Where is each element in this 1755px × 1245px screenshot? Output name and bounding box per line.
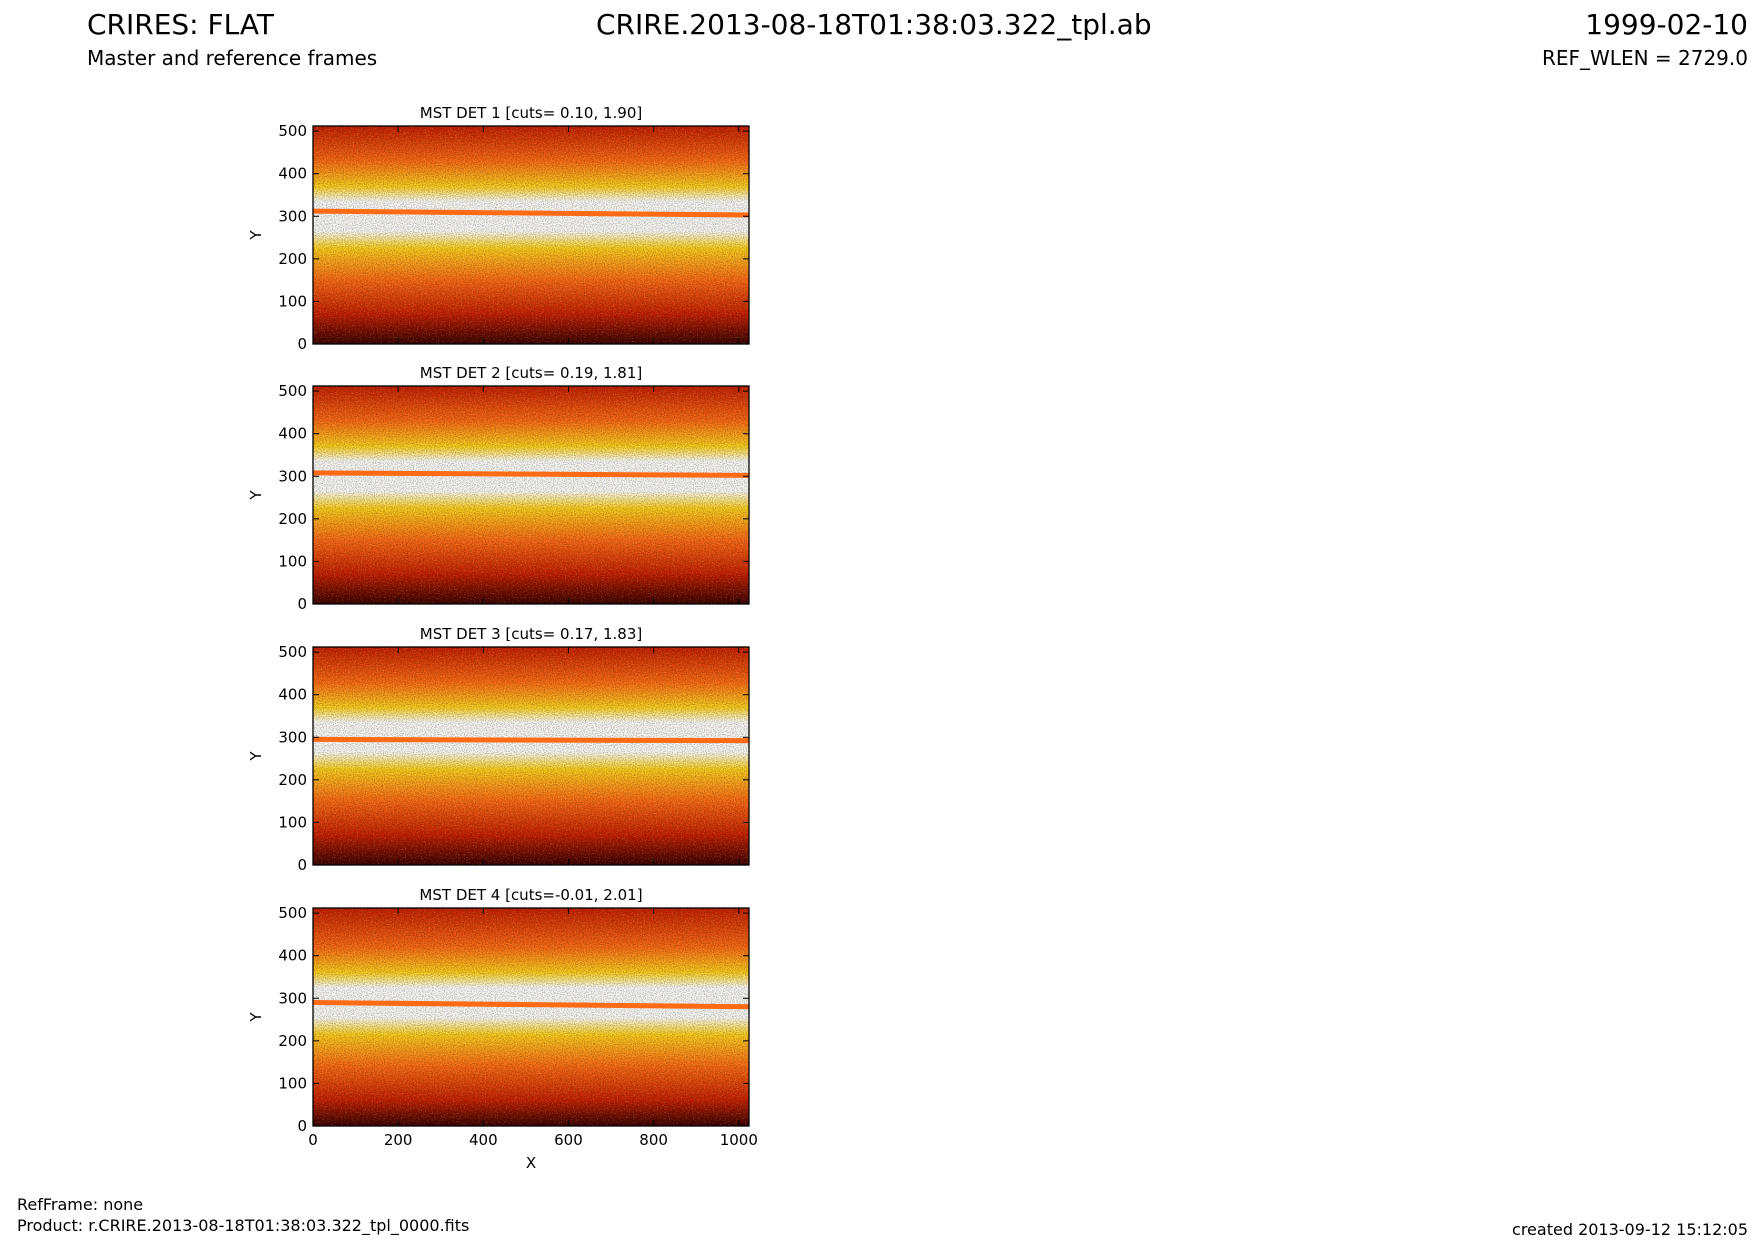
y-tick-label: 500 xyxy=(278,643,307,661)
order-trace-line xyxy=(313,1000,749,1010)
plot-frame xyxy=(312,125,750,345)
plot-frame xyxy=(312,385,750,605)
x-tick-label: 800 xyxy=(639,1131,668,1149)
y-tick-label: 100 xyxy=(278,1074,307,1092)
heatmap-image xyxy=(313,647,749,865)
x-tick-label: 0 xyxy=(308,1131,318,1149)
plot-detector-3: MST DET 3 [cuts= 0.17, 1.83] 0 100 200 300 40… xyxy=(247,625,750,874)
plot-frame xyxy=(312,907,750,1127)
order-trace-line xyxy=(313,470,749,478)
x-tick-label: 1000 xyxy=(720,1131,758,1149)
footer-created: created 2013-09-12 15:12:05 xyxy=(1512,1220,1748,1239)
y-tick-label: 300 xyxy=(278,728,307,746)
y-tick-label: 200 xyxy=(278,1032,307,1050)
y-tick-label: 500 xyxy=(278,382,307,400)
plot-detector-1: MST DET 1 [cuts= 0.10, 1.90] 0 100 200 300 40… xyxy=(247,104,750,353)
report-title: CRIRES: FLAT xyxy=(87,8,274,41)
y-tick-label: 0 xyxy=(297,335,307,353)
y-tick-label: 0 xyxy=(297,856,307,874)
x-tick-label: 400 xyxy=(469,1131,498,1149)
y-tick-label: 500 xyxy=(278,122,307,140)
plot-title: MST DET 4 [cuts=-0.01, 2.01] xyxy=(419,886,642,904)
footer-product: Product: r.CRIRE.2013-08-18T01:38:03.322… xyxy=(17,1216,470,1235)
file-title: CRIRE.2013-08-18T01:38:03.322_tpl.ab xyxy=(596,8,1152,41)
y-tick-label: 100 xyxy=(278,292,307,310)
y-tick-label: 400 xyxy=(278,425,307,443)
plot-title: MST DET 1 [cuts= 0.10, 1.90] xyxy=(420,104,643,122)
order-trace-line xyxy=(313,208,749,218)
y-tick-label: 300 xyxy=(278,989,307,1007)
y-tick-label: 500 xyxy=(278,904,307,922)
y-tick-label: 400 xyxy=(278,686,307,704)
y-tick-label: 0 xyxy=(297,595,307,613)
plot-frame xyxy=(312,646,750,866)
heatmap-image xyxy=(313,908,749,1126)
plot-detector-4: MST DET 4 [cuts=-0.01, 2.01] 0 100 200 300 40… xyxy=(247,886,758,1172)
x-tick-label: 200 xyxy=(384,1131,413,1149)
y-tick-label: 400 xyxy=(278,165,307,183)
footer-refframe: RefFrame: none xyxy=(17,1195,144,1214)
y-axis-label: Y xyxy=(247,1012,265,1023)
y-tick-label: 300 xyxy=(278,467,307,485)
y-tick-label: 0 xyxy=(297,1117,307,1135)
y-tick-label: 300 xyxy=(278,207,307,225)
y-tick-label: 200 xyxy=(278,510,307,528)
plot-title: MST DET 3 [cuts= 0.17, 1.83] xyxy=(420,625,643,643)
y-axis-label: Y xyxy=(247,230,265,241)
plot-title: MST DET 2 [cuts= 0.19, 1.81] xyxy=(420,364,643,382)
report-date: 1999-02-10 xyxy=(1585,8,1748,41)
y-tick-label: 100 xyxy=(278,813,307,831)
y-tick-label: 400 xyxy=(278,947,307,965)
y-tick-label: 100 xyxy=(278,552,307,570)
y-axis-label: Y xyxy=(247,490,265,501)
heatmap-image xyxy=(313,126,749,344)
heatmap-image xyxy=(313,386,749,604)
y-axis-label: Y xyxy=(247,751,265,762)
y-tick-label: 200 xyxy=(278,250,307,268)
y-tick-label: 200 xyxy=(278,771,307,789)
x-tick-label: 600 xyxy=(554,1131,583,1149)
ref-wlen: REF_WLEN = 2729.0 xyxy=(1541,46,1748,70)
plot-detector-2: MST DET 2 [cuts= 0.19, 1.81] 0 100 200 300 40… xyxy=(247,364,750,613)
x-axis-label: X xyxy=(526,1154,536,1172)
order-trace-line xyxy=(313,736,749,744)
report-subtitle: Master and reference frames xyxy=(87,46,378,70)
